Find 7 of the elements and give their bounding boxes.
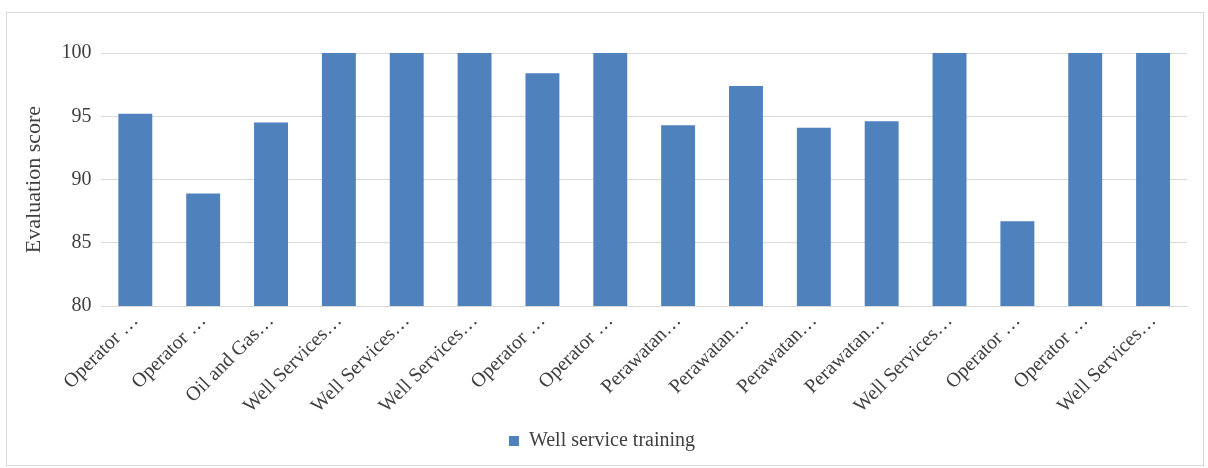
y-tick-label: 95 — [71, 103, 92, 126]
y-tick-label: 80 — [71, 293, 92, 316]
y-tick-label: 85 — [71, 230, 92, 253]
y-axis-title: Evaluation score — [19, 105, 45, 254]
y-tick-label: 90 — [71, 166, 92, 189]
y-tick-label: 100 — [61, 40, 92, 63]
legend-label: Well service training — [528, 428, 696, 452]
